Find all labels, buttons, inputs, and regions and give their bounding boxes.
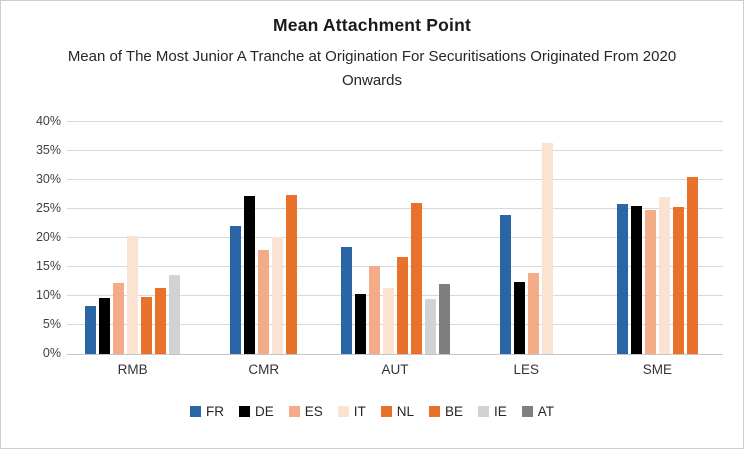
bar-it-aut (382, 287, 394, 354)
gridline (67, 324, 723, 325)
y-axis-tick-label: 30% (35, 172, 61, 186)
legend-label: IE (494, 404, 507, 419)
legend-label: FR (205, 404, 224, 419)
bar-be-sme (686, 177, 698, 354)
gridline (67, 121, 723, 122)
bar-it-rmb (127, 236, 139, 354)
bar-es-aut (368, 265, 380, 354)
y-axis-tick-label: 40% (35, 114, 61, 128)
chart-title: Mean Attachment Point (272, 15, 471, 35)
bar-fr-rmb (85, 305, 97, 354)
legend-item-de: DE (238, 404, 274, 419)
bar-nl-sme (672, 207, 684, 354)
legend-item-nl: NL (380, 404, 414, 419)
bar-group-aut (329, 122, 460, 354)
x-axis-label-les: LES (513, 362, 539, 377)
legend-swatch-icon (521, 406, 533, 417)
bar-it-les (541, 143, 553, 354)
bar-nl-aut (396, 256, 408, 354)
bar-fr-les (499, 215, 511, 354)
bar-ie-aut (424, 299, 436, 354)
x-axis-label-rmb: RMB (117, 362, 148, 377)
x-axis-label-sme: SME (642, 362, 673, 377)
y-axis-tick-label: 25% (35, 201, 61, 215)
legend-swatch-icon (238, 406, 250, 417)
legend-item-it: IT (337, 404, 366, 419)
bar-groups (67, 122, 723, 354)
bar-fr-sme (616, 204, 628, 354)
bar-be-rmb (155, 287, 167, 354)
x-axis-label-cmr: CMR (248, 362, 280, 377)
gridline (67, 179, 723, 180)
bar-de-aut (354, 294, 366, 354)
legend-item-fr: FR (189, 404, 224, 419)
legend: FR DE ES IT NL BE IE AT (1, 404, 743, 419)
legend-label: BE (445, 404, 464, 419)
bar-fr-aut (340, 247, 352, 354)
legend-label: AT (537, 404, 555, 419)
legend-item-es: ES (288, 404, 323, 419)
x-axis-label-aut: AUT (381, 362, 409, 377)
bar-de-cmr (244, 196, 256, 354)
legend-label: ES (304, 404, 323, 419)
y-axis-tick-label: 20% (35, 230, 61, 244)
bar-es-rmb (113, 283, 125, 354)
chart-subtitle: Mean of The Most Junior A Tranche at Ori… (67, 48, 677, 89)
legend-swatch-icon (337, 406, 349, 417)
gridline (67, 237, 723, 238)
gridline (67, 295, 723, 296)
legend-item-be: BE (429, 404, 463, 419)
plot-area (67, 121, 723, 355)
bar-it-cmr (272, 236, 284, 354)
legend-swatch-icon (478, 406, 490, 417)
legend-label: IT (353, 404, 366, 419)
legend-item-ie: IE (478, 404, 507, 419)
legend-swatch-icon (380, 406, 392, 417)
legend-label: DE (254, 404, 274, 419)
y-axis-tick-label: 10% (35, 288, 61, 302)
bar-de-rmb (99, 297, 111, 354)
legend-swatch-icon (288, 406, 300, 417)
bar-ie-rmb (169, 274, 181, 354)
legend-item-at: AT (521, 404, 555, 419)
bar-es-les (527, 273, 539, 354)
bar-fr-cmr (230, 225, 242, 354)
gridline (67, 208, 723, 209)
y-axis-tick-label: 0% (42, 346, 61, 360)
bar-be-aut (410, 203, 422, 354)
bar-group-cmr (198, 122, 329, 354)
gridline (67, 266, 723, 267)
bar-nl-rmb (141, 296, 153, 354)
bar-it-sme (658, 196, 670, 354)
bar-group-sme (592, 122, 723, 354)
bar-de-les (513, 282, 525, 354)
bar-group-rmb (67, 122, 198, 354)
legend-swatch-icon (429, 406, 440, 417)
bar-de-sme (630, 206, 642, 354)
legend-swatch-icon (189, 406, 201, 417)
x-axis-labels: RMB CMR AUT LES SME (67, 362, 723, 377)
bar-at-aut (438, 283, 450, 354)
bar-group-les (461, 122, 592, 354)
y-axis-tick-label: 5% (42, 317, 61, 331)
bar-nl-cmr (286, 194, 298, 354)
legend-label: NL (396, 404, 414, 419)
y-axis-tick-label: 15% (35, 259, 61, 273)
y-axis-tick-label: 35% (35, 143, 61, 157)
bar-es-cmr (258, 249, 270, 354)
gridline (67, 150, 723, 151)
bar-es-sme (644, 210, 656, 354)
